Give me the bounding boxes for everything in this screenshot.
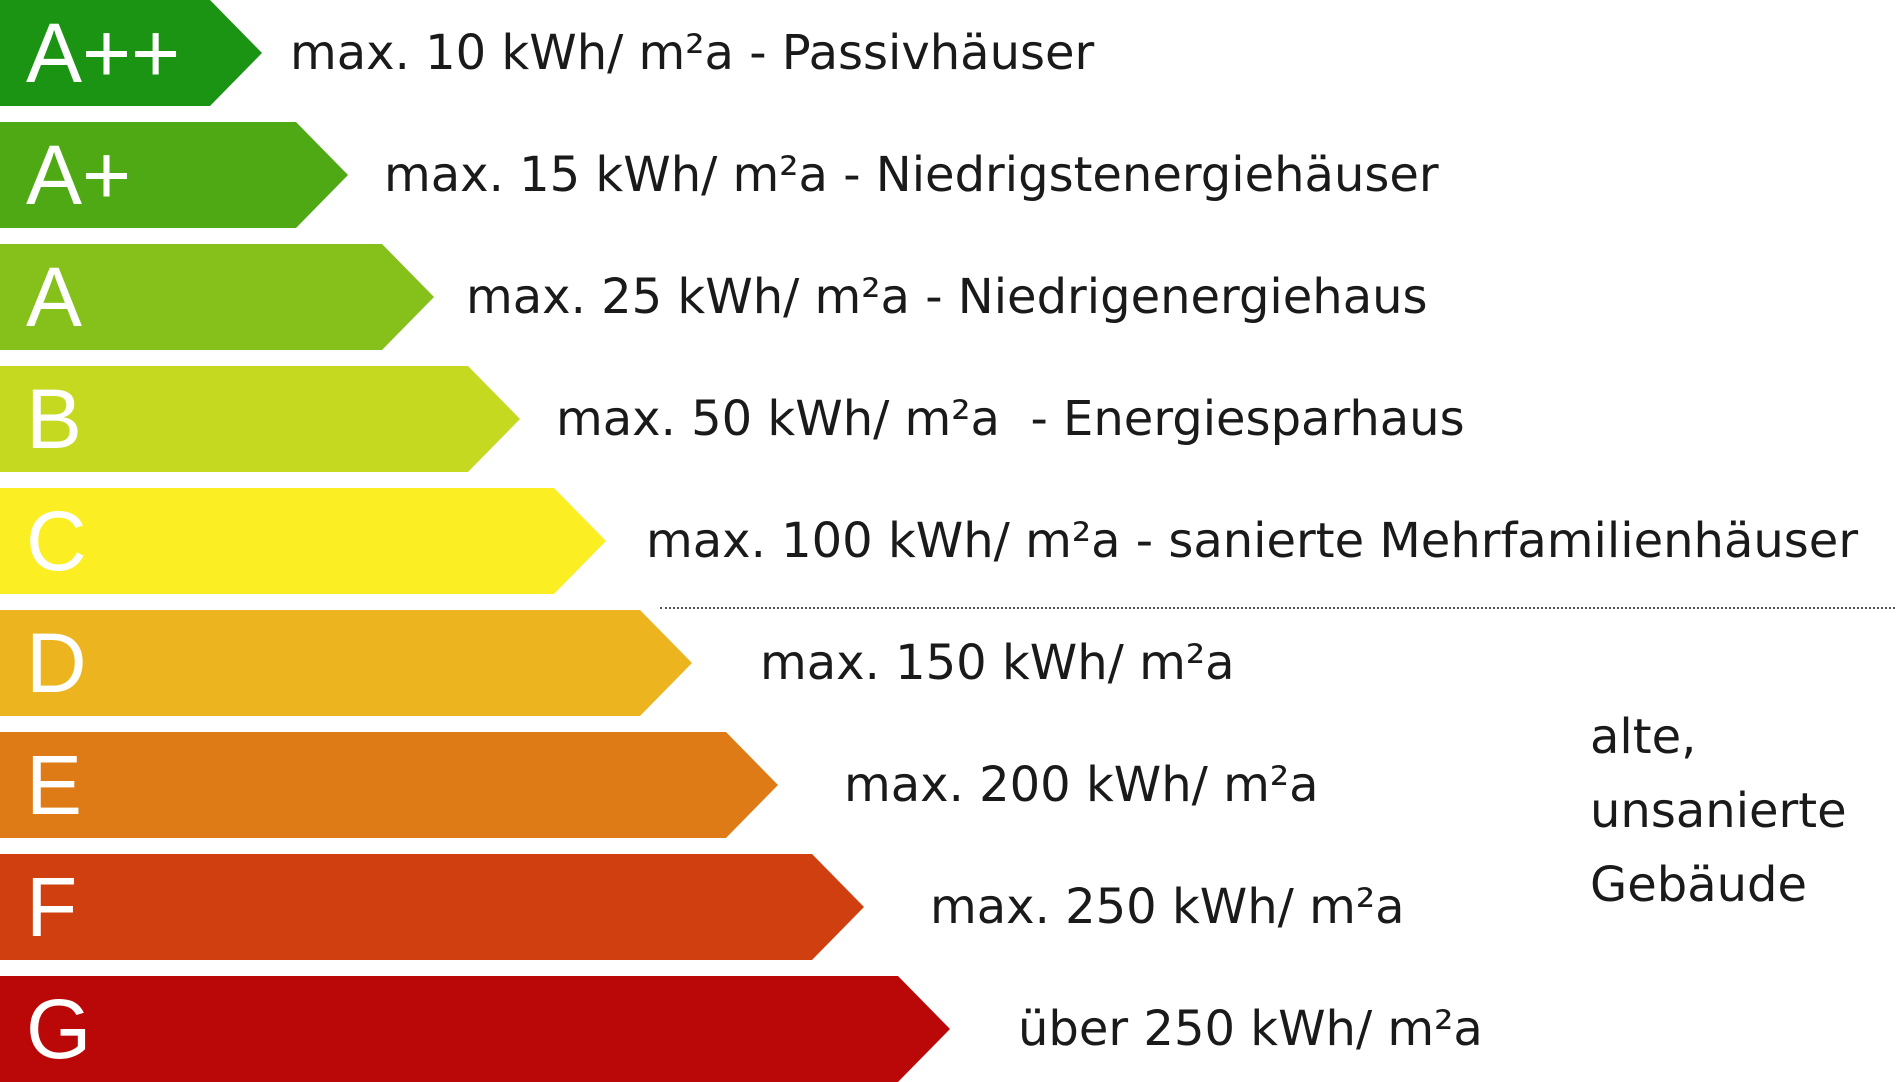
energy-class-description: max. 200 kWh/ m²a <box>844 757 1319 813</box>
energy-class-arrow: A+ <box>0 122 348 228</box>
energy-class-arrow: C <box>0 488 606 594</box>
energy-class-label: B <box>26 372 83 466</box>
energy-class-label: A++ <box>26 6 181 100</box>
energy-class-arrow: A <box>0 244 434 350</box>
energy-class-label: A+ <box>26 128 132 222</box>
energy-class-label: F <box>26 860 78 954</box>
energy-class-label: D <box>26 616 87 710</box>
energy-class-arrow: F <box>0 854 864 960</box>
energy-class-label: E <box>26 738 83 832</box>
energy-class-description: max. 100 kWh/ m²a - sanierte Mehrfamilie… <box>646 513 1859 569</box>
energy-class-arrow: G <box>0 976 950 1082</box>
energy-class-description: max. 50 kWh/ m²a - Energiesparhaus <box>556 391 1465 447</box>
energy-class-description: über 250 kWh/ m²a <box>1018 1001 1483 1057</box>
energy-class-description: max. 15 kWh/ m²a - Niedrigstenergiehäuse… <box>384 147 1439 203</box>
dotted-divider <box>660 607 1895 609</box>
energy-class-description: max. 25 kWh/ m²a - Niedrigenergiehaus <box>466 269 1428 325</box>
energy-class-description: max. 250 kWh/ m²a <box>930 879 1405 935</box>
note-line: alte, <box>1590 709 1697 765</box>
energy-class-description: max. 10 kWh/ m²a - Passivhäuser <box>290 25 1095 81</box>
energy-class-label: A <box>26 250 83 344</box>
note-line: unsanierte <box>1590 783 1847 839</box>
energy-class-arrow: E <box>0 732 778 838</box>
energy-class-label: C <box>26 494 87 588</box>
energy-class-label: G <box>26 982 92 1076</box>
energy-class-description: max. 150 kWh/ m²a <box>760 635 1235 691</box>
old-buildings-note: alte, unsanierte Gebäude <box>1590 700 1847 922</box>
energy-class-arrow: D <box>0 610 692 716</box>
note-line: Gebäude <box>1590 857 1808 913</box>
energy-class-arrow: B <box>0 366 520 472</box>
energy-class-arrow: A++ <box>0 0 262 106</box>
